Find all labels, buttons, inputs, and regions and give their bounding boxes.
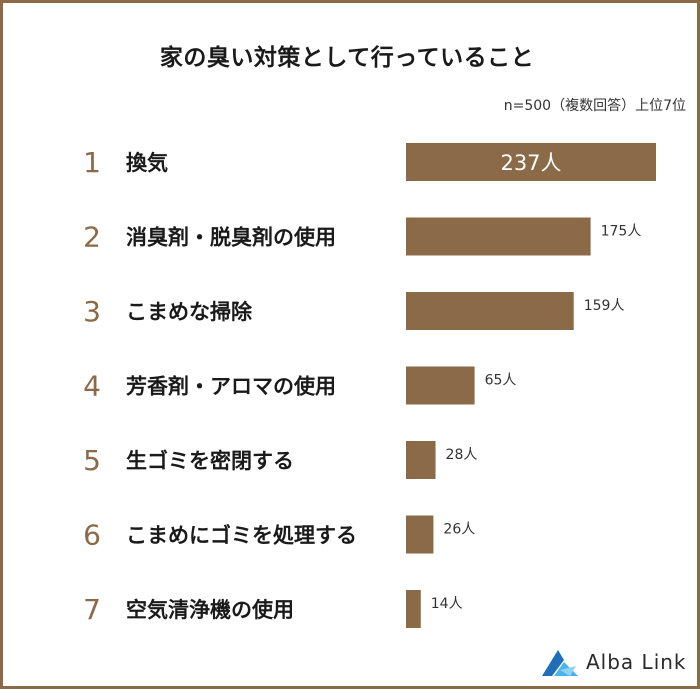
value-label: 28人 (446, 447, 478, 463)
rank-label: 7 (83, 593, 101, 626)
value-label: 65人 (485, 373, 517, 389)
chart-title: 家の臭い対策として行っていること (159, 45, 535, 71)
rank-label: 2 (83, 221, 101, 254)
category-label: 空気清浄機の使用 (126, 598, 294, 622)
category-label: 芳香剤・アロマの使用 (126, 375, 336, 399)
category-label: 消臭剤・脱臭剤の使用 (126, 226, 336, 250)
bar (406, 515, 434, 554)
rank-label: 5 (83, 444, 101, 477)
category-label: 換気 (126, 151, 168, 175)
category-label: 生ゴミを密閉する (126, 449, 294, 473)
rank-label: 3 (83, 295, 101, 328)
rank-label: 6 (83, 519, 101, 552)
value-label: 159人 (584, 298, 625, 314)
bar (406, 292, 574, 330)
rank-label: 1 (83, 146, 101, 179)
bar (406, 217, 591, 256)
brand-name: Alba Link (586, 650, 687, 674)
category-label: こまめにゴミを処理する (126, 524, 357, 548)
value-label: 175人 (601, 224, 642, 240)
alba-link-logo-icon (542, 650, 578, 676)
brand-logo: Alba Link (540, 646, 690, 678)
rank-label: 4 (83, 370, 101, 403)
value-label: 26人 (443, 522, 475, 538)
bar (406, 143, 656, 181)
value-label: 14人 (431, 596, 463, 612)
value-label: 237人 (500, 151, 561, 175)
chart-subtitle: n=500（複数回答）上位7位 (503, 98, 686, 114)
bar (406, 590, 421, 628)
bar (406, 441, 436, 479)
category-label: こまめな掃除 (126, 300, 253, 324)
bar (406, 366, 475, 405)
